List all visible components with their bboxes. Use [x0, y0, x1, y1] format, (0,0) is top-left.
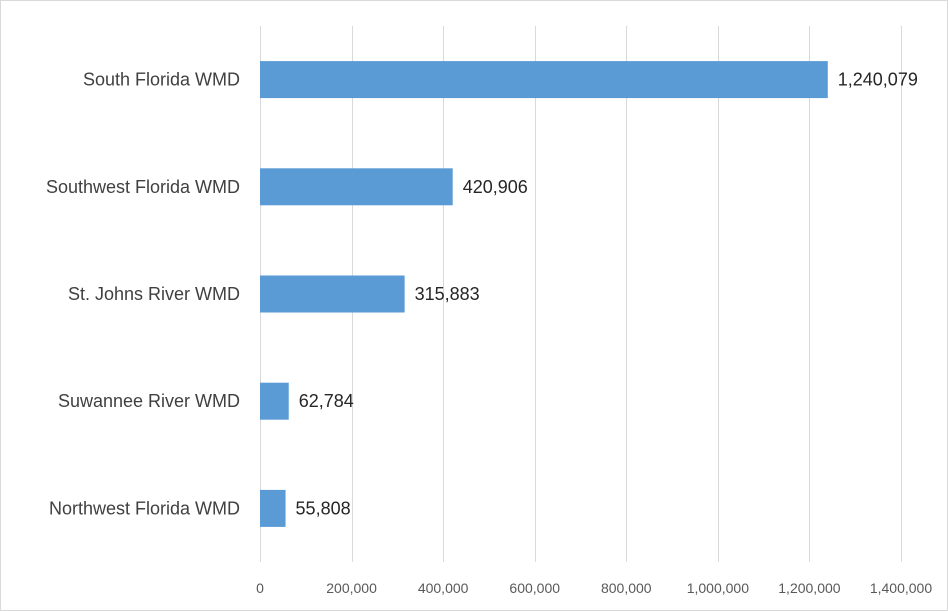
data-label-0: 1,240,079 — [838, 70, 918, 90]
bars — [260, 61, 828, 527]
x-tick-label-0: 0 — [256, 580, 264, 596]
category-label-3: Suwannee River WMD — [58, 391, 240, 411]
category-label-4: Northwest Florida WMD — [49, 498, 240, 518]
data-labels: 1,240,079 420,906 315,883 62,784 55,808 — [296, 70, 918, 519]
bar-3 — [260, 382, 289, 420]
category-label-0: South Florida WMD — [83, 70, 240, 90]
bar-0 — [260, 61, 828, 99]
bar-4 — [260, 489, 286, 527]
x-tick-label-4: 800,000 — [601, 580, 652, 596]
data-label-2: 315,883 — [415, 284, 480, 304]
bar-1 — [260, 168, 453, 206]
data-label-4: 55,808 — [296, 498, 351, 518]
bar-2 — [260, 275, 405, 313]
x-axis-tick-labels: 0 200,000 400,000 600,000 800,000 1,000,000 1,… — [256, 580, 932, 596]
category-label-2: St. Johns River WMD — [68, 284, 240, 304]
category-labels: South Florida WMD Southwest Florida WMD St… — [46, 70, 240, 519]
x-tick-label-7: 1,400,000 — [870, 580, 932, 596]
x-tick-label-1: 200,000 — [326, 580, 377, 596]
data-label-3: 62,784 — [299, 391, 354, 411]
gridlines — [260, 26, 902, 562]
x-tick-label-6: 1,200,000 — [778, 580, 840, 596]
data-label-1: 420,906 — [463, 177, 528, 197]
category-label-1: Southwest Florida WMD — [46, 177, 240, 197]
x-tick-label-2: 400,000 — [418, 580, 469, 596]
x-tick-label-3: 600,000 — [509, 580, 560, 596]
x-tick-label-5: 1,000,000 — [687, 580, 749, 596]
